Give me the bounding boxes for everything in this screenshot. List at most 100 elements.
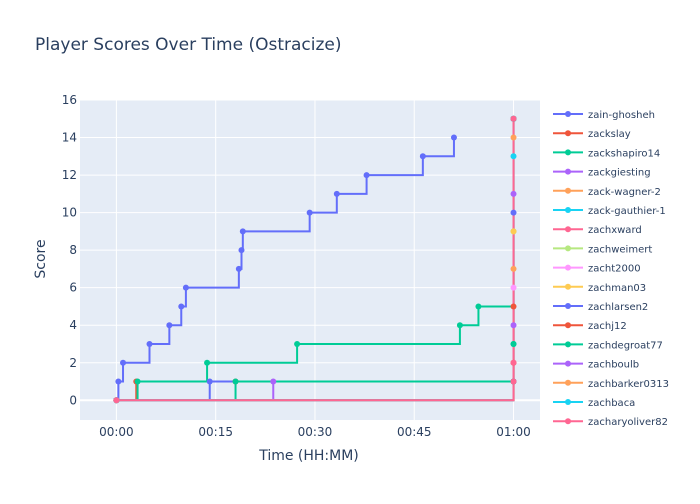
legend-swatch-marker <box>565 130 571 137</box>
legend-label: zack-gauthier-1 <box>588 206 666 217</box>
legend-label: zachbaca <box>588 398 635 409</box>
plot-background <box>80 100 540 420</box>
legend-swatch-marker <box>565 303 571 309</box>
chart-title: Player Scores Over Time (Ostracize) <box>35 35 342 55</box>
data-point-zackshapiro14 <box>294 340 301 347</box>
series-line-zackshapiro14 <box>116 118 515 402</box>
y-tick-label: 6 <box>69 281 77 295</box>
data-point-zain-ghosheh <box>306 209 313 216</box>
legend-label: zachxward <box>588 225 642 236</box>
legend-item-zackshapiro14[interactable]: zackshapiro14 <box>553 148 660 159</box>
data-point-zain-ghosheh <box>238 247 245 254</box>
series-line-zacharyoliver82 <box>116 118 515 402</box>
legend-item-zackslay[interactable]: zackslay <box>553 129 631 140</box>
legend-swatch-marker <box>565 187 571 194</box>
data-point-zacharyoliver82 <box>113 397 120 404</box>
legend-label: zacht2000 <box>588 264 641 275</box>
legend-swatch-marker <box>565 149 571 156</box>
legend-label: zachman03 <box>588 283 646 294</box>
x-tick-label: 00:30 <box>298 425 333 439</box>
data-point-zachj12 <box>510 303 517 310</box>
data-point-zackshapiro14 <box>204 359 211 366</box>
x-axis-label: Time (HH:MM) <box>258 448 359 464</box>
legend-item-zachlarsen2[interactable]: zachlarsen2 <box>553 302 648 313</box>
legend-swatch-marker <box>565 379 571 386</box>
data-point-zachlarsen2 <box>206 378 213 385</box>
legend-item-zacht2000[interactable]: zacht2000 <box>553 264 641 275</box>
legend-swatch-marker <box>565 168 571 175</box>
data-point-zachxward <box>510 359 517 366</box>
data-point-zackshapiro14 <box>475 303 482 310</box>
legend-swatch-marker <box>565 264 571 271</box>
data-point-zachdegroat77 <box>510 340 517 347</box>
data-point-zain-ghosheh <box>239 228 246 235</box>
series-group <box>113 115 517 404</box>
legend[interactable]: zain-ghosheh zackslay zackshapiro14 zackgie… <box>553 110 669 428</box>
data-point-zain-ghosheh <box>146 340 153 347</box>
legend-item-zachdegroat77[interactable]: zachdegroat77 <box>553 340 663 351</box>
legend-label: zachdegroat77 <box>588 340 663 351</box>
legend-item-zachbaca[interactable]: zachbaca <box>553 398 635 409</box>
legend-item-zain-ghosheh[interactable]: zain-ghosheh <box>553 110 655 121</box>
data-point-zain-ghosheh <box>363 172 370 179</box>
data-point-zacht2000 <box>510 284 517 291</box>
legend-item-zachweimert[interactable]: zachweimert <box>553 244 652 255</box>
y-tick-label: 4 <box>69 318 77 332</box>
data-point-zain-ghosheh <box>419 153 426 160</box>
legend-label: zachlarsen2 <box>588 302 648 313</box>
legend-label: zachj12 <box>588 321 627 332</box>
x-tick-label: 01:00 <box>496 425 531 439</box>
legend-swatch-marker <box>565 207 571 213</box>
y-tick-label: 16 <box>62 93 77 107</box>
legend-swatch-marker <box>565 111 571 117</box>
legend-label: zackgiesting <box>588 168 651 179</box>
plot-area: 0 2 4 6 8 10 12 14 16 00:00 00:15 00:30 00:45 01:00 <box>62 93 540 439</box>
data-point-zain-ghosheh <box>166 322 173 329</box>
legend-item-zacharyoliver82[interactable]: zacharyoliver82 <box>553 417 668 428</box>
y-axis-label: Score <box>33 239 49 278</box>
y-tick-label: 2 <box>69 356 77 370</box>
data-point-zachbarker0313 <box>510 265 517 272</box>
legend-swatch-marker <box>565 341 571 348</box>
data-point-zacharyoliver82 <box>510 115 517 122</box>
data-point-zachboulb <box>510 190 517 197</box>
legend-label: zachweimert <box>588 244 652 255</box>
legend-label: zackslay <box>588 129 631 140</box>
x-tick-label: 00:45 <box>397 425 432 439</box>
legend-item-zack-wagner-2[interactable]: zack-wagner-2 <box>553 187 661 198</box>
data-point-zachman03 <box>510 228 517 235</box>
legend-label: zachbarker0313 <box>588 379 669 390</box>
legend-item-zachboulb[interactable]: zachboulb <box>553 360 639 371</box>
legend-label: zachboulb <box>588 360 639 371</box>
legend-label: zackshapiro14 <box>588 148 660 159</box>
data-point-zachdegroat77 <box>232 378 239 385</box>
data-point-zain-ghosheh <box>182 284 189 291</box>
legend-swatch-marker <box>565 418 571 425</box>
y-tick-label: 10 <box>62 206 77 220</box>
data-point-zain-ghosheh <box>235 265 242 272</box>
y-tick-label: 8 <box>69 243 77 257</box>
legend-item-zackgiesting[interactable]: zackgiesting <box>553 168 651 179</box>
legend-label: zain-ghosheh <box>588 110 655 121</box>
data-point-zain-ghosheh <box>115 378 122 385</box>
legend-item-zachbarker0313[interactable]: zachbarker0313 <box>553 379 669 390</box>
data-point-zackshapiro14 <box>134 378 141 385</box>
legend-item-zack-gauthier-1[interactable]: zack-gauthier-1 <box>553 206 666 217</box>
legend-item-zachman03[interactable]: zachman03 <box>553 283 646 294</box>
y-tick-label: 14 <box>62 131 77 145</box>
data-point-zack-wagner-2 <box>510 134 517 141</box>
data-point-zackshapiro14 <box>456 322 463 329</box>
legend-swatch-marker <box>565 283 571 290</box>
legend-item-zachj12[interactable]: zachj12 <box>553 321 627 332</box>
data-point-zain-ghosheh <box>450 134 457 141</box>
legend-swatch-marker <box>565 322 571 329</box>
legend-swatch-marker <box>565 245 571 252</box>
legend-item-zachxward[interactable]: zachxward <box>553 225 642 236</box>
data-point-zain-ghosheh <box>333 190 340 197</box>
legend-swatch-marker <box>565 360 571 367</box>
y-tick-label: 12 <box>62 168 77 182</box>
legend-label: zacharyoliver82 <box>588 417 668 428</box>
data-point-zackgiesting <box>270 378 277 385</box>
